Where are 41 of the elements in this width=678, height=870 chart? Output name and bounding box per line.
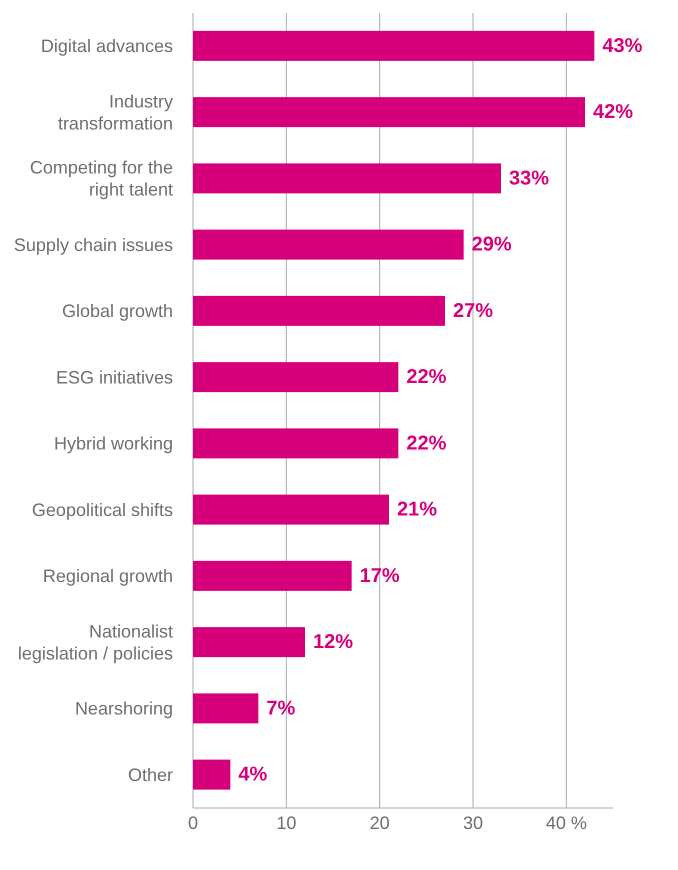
bar	[193, 560, 352, 591]
bar	[193, 296, 445, 326]
bar	[193, 627, 305, 658]
data-label: 21%	[397, 498, 438, 521]
y-tick-label: Hybrid working	[54, 434, 173, 454]
x-tick-label: 40 %	[546, 812, 587, 833]
bar	[193, 760, 230, 790]
y-tick-label: Global growth	[62, 301, 173, 322]
data-label: 22%	[406, 366, 447, 388]
data-label: 12%	[313, 631, 354, 654]
bar	[193, 428, 398, 458]
data-label: 17%	[360, 564, 400, 587]
y-tick-label: Digital advances	[40, 36, 173, 56]
x-tick-label: 10	[276, 812, 296, 833]
bar	[193, 163, 501, 194]
x-tick-label: 30	[462, 812, 484, 833]
data-label: 4%	[238, 764, 268, 786]
data-label: 22%	[406, 432, 447, 454]
y-tick-label: Nationalist legislation / policies	[18, 621, 173, 664]
data-label: 27%	[453, 300, 494, 322]
y-tick-label: Regional growth	[42, 566, 173, 586]
bar	[193, 693, 258, 724]
y-tick-label: Industry transformation	[58, 91, 173, 134]
bar	[193, 30, 594, 61]
bar	[193, 230, 464, 260]
data-label: 7%	[266, 697, 296, 720]
data-label: 33%	[509, 167, 550, 190]
y-tick-label: Nearshoring	[74, 698, 173, 719]
data-label: 42%	[593, 101, 634, 124]
data-label: 43%	[602, 34, 643, 57]
x-tick-label: 20	[370, 812, 390, 833]
bar	[193, 362, 398, 392]
bar	[193, 494, 389, 525]
y-tick-label: Supply chain issues	[14, 234, 173, 255]
y-tick-label: Other	[128, 764, 173, 785]
y-tick-label: Geopolitical shifts	[32, 500, 173, 520]
bar	[193, 97, 585, 128]
x-tick-label: 0	[188, 812, 198, 833]
y-tick-label: Competing for the right talent	[30, 158, 173, 200]
data-label: 29%	[472, 234, 512, 256]
y-tick-label: ESG initiatives	[56, 367, 173, 388]
